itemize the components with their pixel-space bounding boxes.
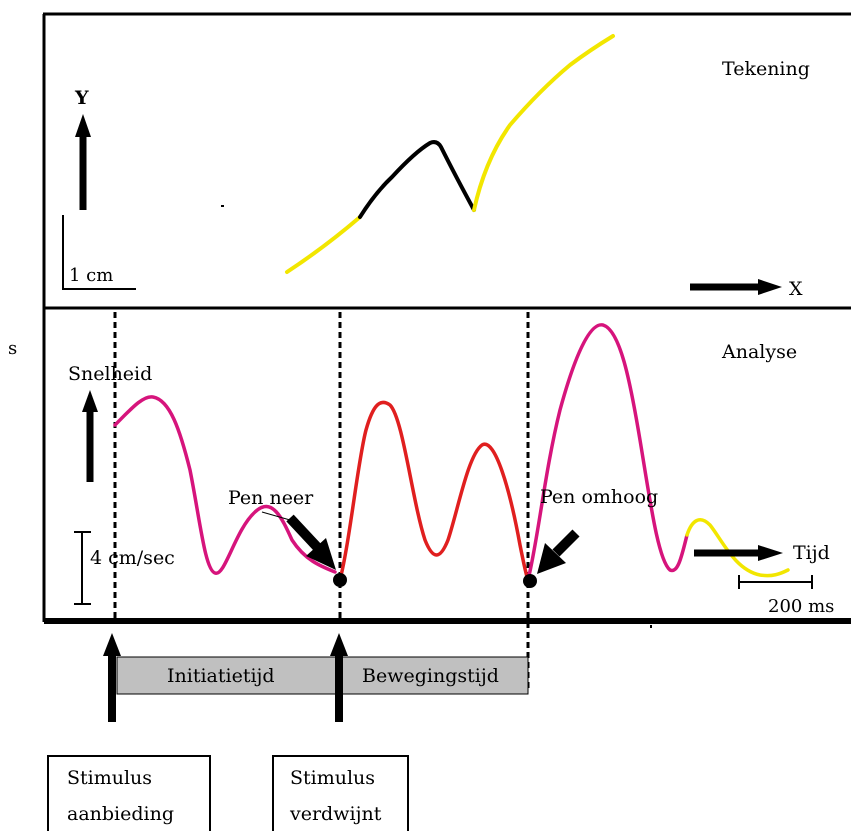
stimulus-presentation-line1: Stimulus: [67, 767, 152, 789]
y-axis-arrow-icon: [75, 114, 91, 210]
pen-down-leader: [261, 511, 291, 521]
velocity-pen-up-before: [113, 395, 337, 575]
pen-up-arrow-icon: [537, 529, 580, 574]
drawing-panel-title: Tekening: [722, 58, 810, 80]
stimulus-disappears-line1: Stimulus: [290, 767, 375, 789]
stimulus-onset-arrow-icon: [103, 633, 121, 722]
pen-up-dot: [523, 574, 537, 588]
speed-scale-label: 4 cm/sec: [90, 547, 175, 569]
side-mark: s: [8, 338, 17, 359]
time-scale-bar: [738, 575, 813, 589]
stimulus-presentation-line2: aanbieding: [67, 803, 174, 825]
stray-dot: [221, 205, 224, 207]
pen-down-drawing-trace: [358, 140, 476, 219]
phase-bars: Initiatietijd Bewegingstijd: [116, 656, 529, 695]
time-scale-label: 200 ms: [768, 596, 834, 617]
panel-frames: [42, 12, 851, 624]
x-axis-label: X: [789, 278, 803, 300]
initiation-phase-label: Initiatietijd: [167, 665, 275, 687]
speed-scale-bar: [74, 531, 91, 605]
pen-down-arrow-icon: [286, 514, 336, 570]
drawing-panel: Tekening Y 1 cm X: [62, 34, 810, 300]
baseline-tick: [650, 625, 652, 628]
scale-bar-label: 1 cm: [69, 265, 113, 286]
speed-axis-label: Snelheid: [68, 363, 152, 385]
stimulus-disappears-box: Stimulus verdwijnt: [272, 755, 409, 831]
stimulus-presentation-box: Stimulus aanbieding: [47, 755, 211, 831]
initiation-phase-box: [116, 656, 338, 695]
speed-axis-arrow-icon: [82, 390, 98, 482]
pen-up-label: Pen omhoog: [540, 486, 658, 508]
pen-down-dot: [333, 573, 347, 587]
y-axis-label: Y: [74, 87, 89, 109]
analysis-panel-title: Analyse: [721, 341, 797, 363]
velocity-pen-up-after: [526, 323, 689, 582]
stimulus-offset-arrow-icon: [330, 633, 348, 722]
x-axis-arrow-icon: [690, 279, 782, 295]
movement-phase-label: Bewegingstijd: [362, 665, 499, 687]
time-axis-label: Tijd: [793, 542, 830, 564]
velocity-pen-down: [338, 400, 530, 582]
scale-bar-1cm: [62, 215, 136, 290]
analysis-panel: Analyse s Snelheid 4 cm/sec Pen neer: [8, 312, 834, 690]
pen-up-leave-trace: [472, 34, 615, 212]
pen-up-approach-trace: [285, 215, 362, 274]
velocity-tail: [685, 518, 790, 578]
pen-down-label: Pen neer: [228, 487, 314, 509]
time-axis-arrow-icon: [694, 545, 783, 561]
stimulus-disappears-line2: verdwijnt: [289, 803, 382, 825]
